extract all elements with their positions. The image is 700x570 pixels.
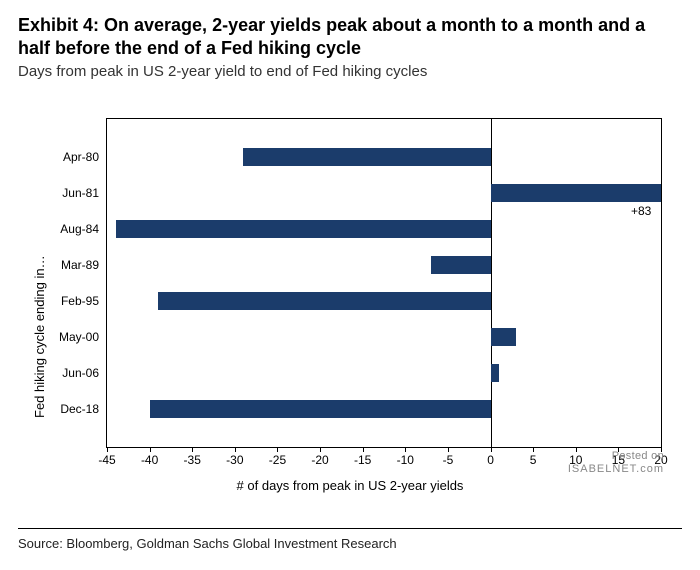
y-category-label: Jun-81 xyxy=(62,186,107,200)
bar-overflow-label: +83 xyxy=(631,204,651,218)
x-axis-title: # of days from peak in US 2-year yields xyxy=(237,478,464,493)
x-tick-label: 5 xyxy=(530,453,537,467)
y-category-label: Apr-80 xyxy=(63,150,107,164)
y-axis-title: Fed hiking cycle ending in… xyxy=(32,255,47,418)
bar xyxy=(431,256,491,274)
x-tick-label: -25 xyxy=(269,453,286,467)
x-tick-label: -10 xyxy=(397,453,414,467)
y-category-label: Jun-06 xyxy=(62,366,107,380)
bar xyxy=(491,364,500,382)
x-tick-mark xyxy=(150,447,151,452)
zero-gridline xyxy=(491,119,493,447)
y-category-label: May-00 xyxy=(59,330,107,344)
x-tick-label: -30 xyxy=(226,453,243,467)
y-category-label: Dec-18 xyxy=(60,402,107,416)
x-tick-mark xyxy=(448,447,449,452)
x-tick-mark xyxy=(320,447,321,452)
watermark-line2: ISABELNET.com xyxy=(568,463,664,476)
bar xyxy=(116,220,491,238)
x-tick-label: -45 xyxy=(98,453,115,467)
x-tick-label: -5 xyxy=(443,453,454,467)
x-tick-mark xyxy=(277,447,278,452)
chart-area: Fed hiking cycle ending in… -45-40-35-30… xyxy=(18,88,682,508)
x-tick-mark xyxy=(405,447,406,452)
x-tick-mark xyxy=(533,447,534,452)
bar xyxy=(158,292,490,310)
bar xyxy=(243,148,490,166)
x-tick-mark xyxy=(192,447,193,452)
bar xyxy=(491,328,517,346)
x-tick-mark xyxy=(235,447,236,452)
watermark-line1: Posted on xyxy=(568,450,664,463)
plot-region: -45-40-35-30-25-20-15-10-505101520Apr-80… xyxy=(106,118,662,448)
y-category-label: Feb-95 xyxy=(61,294,107,308)
watermark: Posted on ISABELNET.com xyxy=(568,450,664,475)
source-rule xyxy=(18,528,682,529)
x-tick-label: -40 xyxy=(141,453,158,467)
chart-title: Exhibit 4: On average, 2-year yields pea… xyxy=(18,14,682,59)
x-tick-mark xyxy=(107,447,108,452)
x-tick-label: -20 xyxy=(311,453,328,467)
x-tick-mark xyxy=(491,447,492,452)
x-tick-label: -35 xyxy=(184,453,201,467)
x-tick-label: 0 xyxy=(487,453,494,467)
y-category-label: Aug-84 xyxy=(60,222,107,236)
source-text: Source: Bloomberg, Goldman Sachs Global … xyxy=(18,536,397,551)
x-tick-mark xyxy=(363,447,364,452)
x-tick-label: -15 xyxy=(354,453,371,467)
bar xyxy=(150,400,491,418)
y-category-label: Mar-89 xyxy=(61,258,107,272)
chart-subtitle: Days from peak in US 2-year yield to end… xyxy=(18,63,682,80)
bar xyxy=(491,184,661,202)
